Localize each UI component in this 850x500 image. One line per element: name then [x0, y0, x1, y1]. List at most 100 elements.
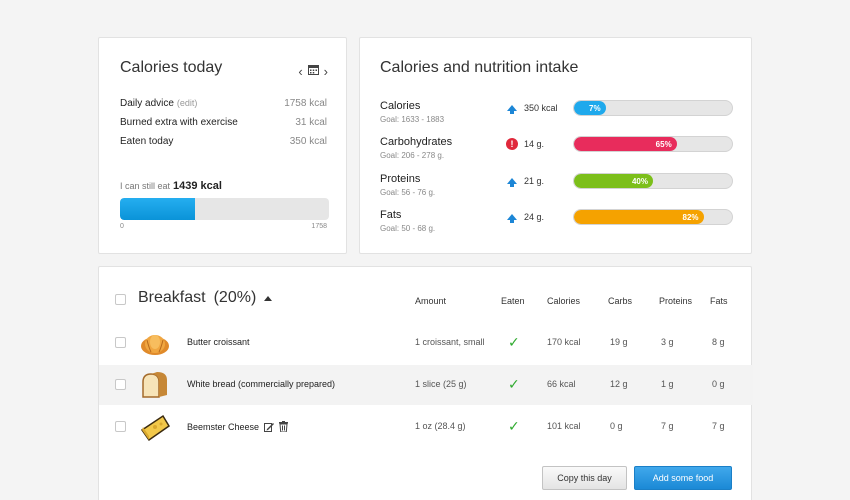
- nutrient-amount: 14 g.: [524, 139, 545, 149]
- column-eaten: Eaten: [501, 296, 525, 306]
- food-calories: 66 kcal: [547, 379, 576, 389]
- nutrient-progress-bar: 65%: [573, 136, 733, 152]
- food-name: Butter croissant: [187, 337, 250, 347]
- collapse-caret-icon[interactable]: [264, 295, 273, 301]
- food-name-text: Beemster Cheese: [187, 421, 260, 432]
- nutrient-percent: 7%: [589, 103, 601, 113]
- arrow-up-icon: [506, 211, 518, 223]
- food-carbs: 0 g: [610, 421, 623, 431]
- food-proteins: 7 g: [661, 421, 674, 431]
- eaten-check-icon[interactable]: ✓: [508, 376, 520, 392]
- meal-select-checkbox[interactable]: [115, 294, 126, 305]
- eaten-row: Eaten today 350 kcal: [120, 136, 327, 147]
- cheese-image: [140, 414, 171, 442]
- edit-icon[interactable]: [264, 422, 275, 432]
- calendar-icon[interactable]: [307, 62, 319, 80]
- nutrient-name: Carbohydrates: [380, 136, 453, 148]
- table-row[interactable]: White bread (commercially prepared) 1 sl…: [99, 365, 753, 405]
- burned-row: Burned extra with exercise 31 kcal: [120, 117, 327, 128]
- food-carbs: 19 g: [610, 337, 628, 347]
- eaten-check-icon[interactable]: ✓: [508, 418, 520, 434]
- nutrient-row: Carbohydrates Goal: 206 - 278 g.! 14 g. 65%: [380, 136, 733, 164]
- nutrient-goal: Goal: 1633 - 1883: [380, 115, 445, 124]
- eaten-check-icon[interactable]: ✓: [508, 334, 520, 350]
- burned-label: Burned extra with exercise: [120, 117, 238, 128]
- row-checkbox[interactable]: [115, 379, 126, 390]
- column-carbs: Carbs: [608, 296, 633, 306]
- nutrient-row: Fats Goal: 50 - 68 g. 24 g. 82%: [380, 209, 733, 237]
- meal-percent: (20%): [213, 289, 257, 306]
- row-checkbox[interactable]: [115, 337, 126, 348]
- daily-advice-value: 1758 kcal: [284, 98, 327, 109]
- nutrient-progress-bar: 82%: [573, 209, 733, 225]
- column-amount: Amount: [415, 296, 447, 306]
- food-calories: 101 kcal: [547, 421, 581, 431]
- trash-icon[interactable]: [279, 421, 289, 432]
- bread-image: [142, 372, 167, 398]
- nutrient-progress-fill: 40%: [574, 174, 653, 188]
- date-navigation: ‹ ›: [298, 62, 328, 80]
- nutrient-row: Proteins Goal: 56 - 76 g. 21 g. 40%: [380, 173, 733, 201]
- nutrient-progress-fill: 65%: [574, 137, 677, 151]
- table-row[interactable]: Butter croissant 1 croissant, small ✓ 17…: [99, 323, 753, 363]
- column-calories: Calories: [547, 296, 581, 306]
- food-proteins: 1 g: [661, 379, 674, 389]
- food-amount: 1 oz (28.4 g): [415, 421, 466, 431]
- meal-title: Breakfast: [138, 289, 206, 306]
- food-proteins: 3 g: [661, 337, 674, 347]
- food-fats: 7 g: [712, 421, 725, 431]
- nutrition-card: Calories and nutrition intake Calories Go…: [359, 37, 752, 254]
- scale-min: 0: [120, 223, 124, 230]
- food-amount: 1 croissant, small: [415, 337, 485, 347]
- nutrient-goal: Goal: 56 - 76 g.: [380, 188, 436, 197]
- nutrient-row: Calories Goal: 1633 - 1883 350 kcal 7%: [380, 100, 733, 128]
- chevron-right-icon[interactable]: ›: [323, 63, 328, 79]
- daily-advice-label: Daily advice: [120, 98, 174, 109]
- nutrient-percent: 82%: [682, 212, 699, 222]
- croissant-image: [141, 335, 169, 355]
- arrow-up-icon: [506, 102, 518, 114]
- food-fats: 8 g: [712, 337, 725, 347]
- food-calories: 170 kcal: [547, 337, 581, 347]
- food-name-text: White bread (commercially prepared): [187, 379, 336, 389]
- burned-value: 31 kcal: [295, 117, 327, 128]
- can-still-eat: I can still eat 1439 kcal: [120, 180, 222, 192]
- edit-link[interactable]: (edit): [176, 98, 198, 108]
- food-fats: 0 g: [712, 379, 725, 389]
- calorie-progress-bar: [120, 198, 329, 220]
- food-name: White bread (commercially prepared): [187, 379, 335, 389]
- nutrient-amount: 350 kcal: [524, 103, 558, 113]
- nutrient-name: Fats: [380, 209, 402, 221]
- nutrient-progress-bar: 7%: [573, 100, 733, 116]
- copy-day-button[interactable]: Copy this day: [542, 466, 627, 490]
- column-fats: Fats: [710, 296, 728, 306]
- nutrient-name: Proteins: [380, 173, 421, 185]
- column-proteins: Proteins: [659, 296, 693, 306]
- scale-max: 1758: [311, 223, 327, 230]
- nutrient-amount: 24 g.: [524, 212, 545, 222]
- nutrient-progress-fill: 82%: [574, 210, 704, 224]
- eaten-label: Eaten today: [120, 136, 174, 147]
- nutrient-percent: 65%: [655, 139, 672, 149]
- nutrient-amount: 21 g.: [524, 176, 545, 186]
- nutrient-goal: Goal: 206 - 278 g.: [380, 151, 445, 160]
- chevron-left-icon[interactable]: ‹: [298, 63, 303, 79]
- warning-icon: !: [506, 138, 518, 150]
- arrow-up-icon: [506, 175, 518, 187]
- nutrient-goal: Goal: 50 - 68 g.: [380, 224, 436, 233]
- food-name: Beemster Cheese: [187, 421, 289, 432]
- row-checkbox[interactable]: [115, 421, 126, 432]
- food-name-text: Butter croissant: [187, 337, 250, 347]
- nutrient-progress-bar: 40%: [573, 173, 733, 189]
- food-amount: 1 slice (25 g): [415, 379, 467, 389]
- meal-header: Breakfast (20%): [138, 289, 273, 307]
- nutrition-title: Calories and nutrition intake: [380, 59, 579, 76]
- nutrient-name: Calories: [380, 100, 421, 112]
- table-row[interactable]: Beemster Cheese 1 oz (28.4 g) ✓ 101 kcal…: [99, 407, 753, 447]
- add-food-button[interactable]: Add some food: [634, 466, 732, 490]
- eaten-value: 350 kcal: [289, 136, 327, 147]
- calories-today-card: Calories today ‹ › Daily advice (edit) 17…: [98, 37, 347, 254]
- nutrient-percent: 40%: [631, 176, 648, 186]
- nutrient-progress-fill: 7%: [574, 101, 606, 115]
- calories-today-title: Calories today: [120, 59, 223, 76]
